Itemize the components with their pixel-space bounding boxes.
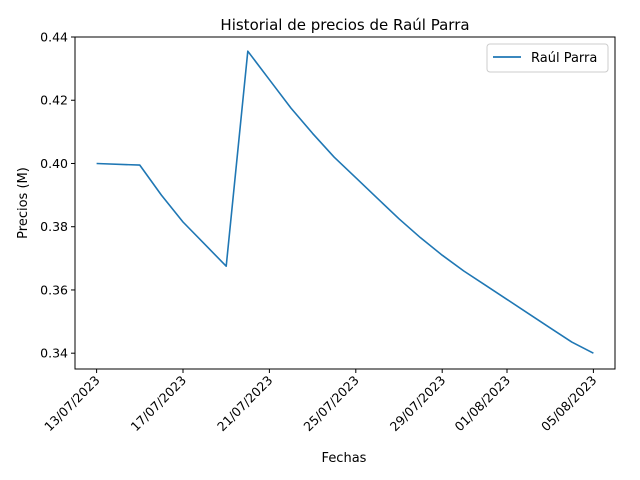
legend-label-raul-parra: Raúl Parra [531,51,597,66]
y-tick-label: 0.36 [40,282,68,297]
y-tick-label: 0.44 [40,30,68,45]
legend-box [486,43,609,73]
y-tick-label: 0.42 [40,93,68,108]
plot-area-frame [74,36,616,370]
y-axis: 0.34 0.36 0.38 0.40 0.42 0.44 [40,30,75,361]
legend: Raúl Parra [486,43,609,73]
x-axis-label: Fechas [322,451,367,466]
series-line-raul-parra [96,50,594,354]
chart-title: Historial de precios de Raúl Parra [220,16,469,34]
series-layer [96,50,594,354]
y-tick-label: 0.38 [40,219,68,234]
y-tick-label: 0.34 [40,346,68,361]
y-tick-label: 0.40 [40,156,68,171]
y-axis-label: Precios (M) [16,167,31,239]
